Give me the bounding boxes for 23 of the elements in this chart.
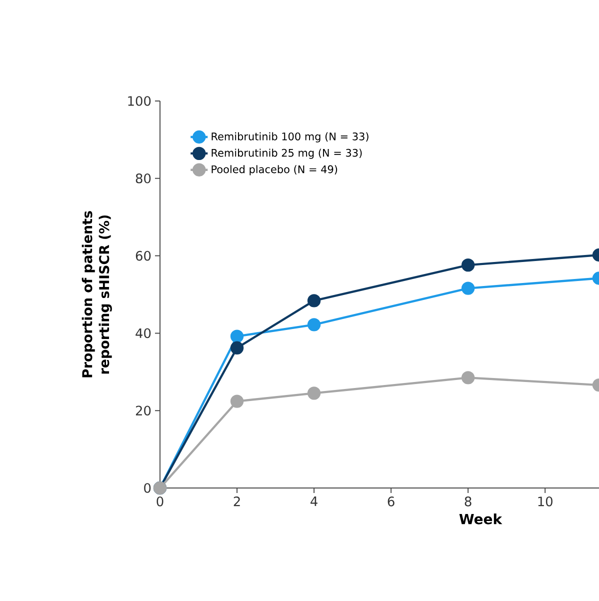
y-tick-label: 20 (136, 406, 151, 416)
x-tick-label: 6 (388, 496, 394, 506)
x-axis-title: Week (459, 514, 502, 524)
legend-label: Pooled placebo (N = 49) (212, 165, 338, 176)
x-tick-label: 8 (464, 496, 472, 506)
y-tick-label: 40 (136, 328, 151, 338)
x-tick-label: 0 (156, 496, 164, 506)
point (230, 341, 244, 354)
legend-label: Remibrutinib 25 mg (N = 33) (212, 148, 362, 159)
point (307, 318, 321, 332)
y-tick-label: 80 (136, 174, 151, 184)
x-tick-label: 10 (538, 496, 552, 506)
y-tick-label: 0 (144, 483, 151, 493)
y-tick-label: 100 (128, 96, 151, 106)
x-tick-label: 4 (310, 496, 318, 506)
point (307, 294, 321, 308)
point (307, 386, 321, 400)
point (230, 330, 244, 343)
x-tick-label: 2 (234, 496, 240, 506)
legend-label: Remibrutinib 100 mg (N = 33) (212, 132, 368, 142)
point (230, 394, 244, 408)
y-tick-label: 60 (136, 250, 151, 261)
y-axis-title: Proportion of patients reporting sHISCR (%) (82, 211, 112, 378)
